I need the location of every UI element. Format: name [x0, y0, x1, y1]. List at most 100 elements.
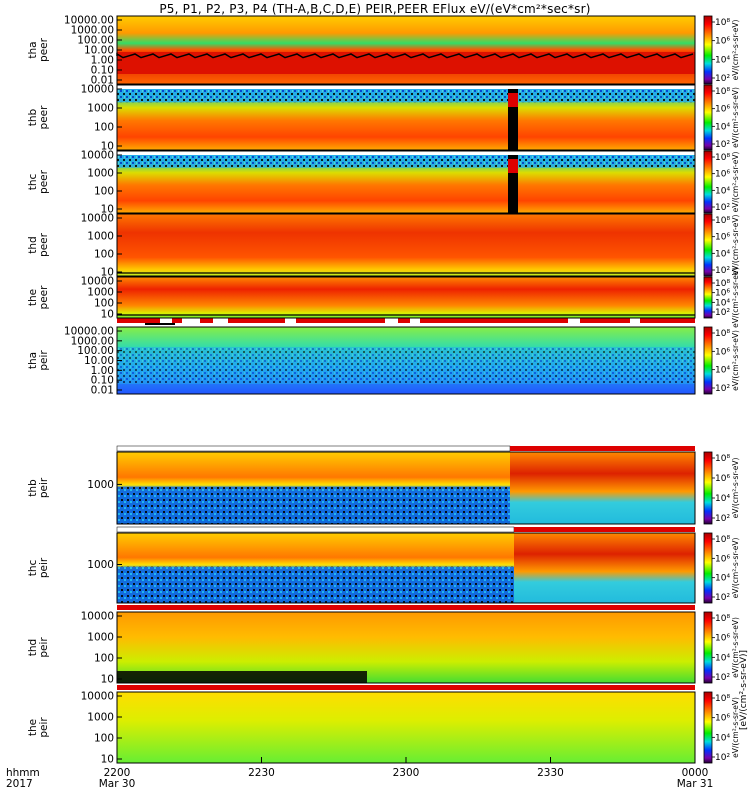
colorbar-tick-label: 10²	[715, 514, 730, 524]
dense-plasma-region	[514, 533, 695, 603]
colorbar-gradient	[703, 611, 713, 684]
x-tick-label: 2230	[248, 767, 275, 779]
colorbar-tick-label: 10⁸	[715, 454, 730, 464]
y-tick-label: 10000	[81, 150, 114, 162]
colorbar-tick-label: 10⁸	[715, 18, 730, 28]
panel-thb-peir: 1000 thbpeir	[27, 445, 696, 525]
mode-segment	[420, 318, 568, 323]
potential-line	[116, 52, 694, 59]
colorbar-tick-label: 10⁴	[715, 186, 730, 196]
colorbar-gradient	[703, 276, 713, 319]
y-tick-label: 0.01	[91, 385, 114, 397]
y-tick-label: 100	[94, 186, 114, 198]
colorbar-unit-label: eV/(cm²-s-sr-eV)	[731, 458, 740, 519]
mode-segment	[398, 318, 410, 323]
mode-segment	[117, 318, 160, 323]
mode-segment	[228, 318, 285, 323]
colorbar-tick-label: 10⁴	[715, 298, 730, 308]
y-tick-label: 0.10	[91, 375, 114, 387]
x-tick-label: 0000	[682, 767, 709, 779]
y-tick-label: 1000	[87, 103, 114, 115]
y-tick-label: 1000	[87, 479, 114, 491]
y-tick-label: 1.00	[91, 55, 114, 67]
colorbar-unit-label: eV/(cm²-s-sr-eV)	[731, 20, 740, 81]
colorbar-tick-label: 10²	[715, 384, 730, 394]
x-tick-label: 2300	[393, 767, 420, 779]
colorbar-tick-label: 10⁶	[715, 714, 730, 724]
y-axis-label: thapeir	[27, 350, 50, 371]
panel-frame	[116, 84, 696, 151]
y-tick-label: 10	[101, 267, 114, 279]
noise-band	[117, 486, 510, 524]
mode-bar-red	[117, 685, 695, 690]
y-tick-label: 10000.00	[64, 15, 114, 27]
y-tick-label: 100.00	[77, 35, 114, 47]
low-energy-dropouts	[117, 671, 367, 683]
colorbar-tick-label: 10⁸	[715, 279, 730, 289]
y-tick-label: 100	[94, 733, 114, 745]
mode-bar-red	[117, 605, 695, 610]
top-gap	[117, 85, 695, 89]
colorbar-unit-label: eV/(cm²-s-sr-eV)	[731, 87, 740, 148]
noise-band	[117, 88, 695, 103]
y-axis-label: thapeer	[27, 37, 50, 62]
y-tick-label: 1000	[87, 287, 114, 299]
panel-frame	[116, 451, 696, 525]
data-gap	[508, 151, 518, 213]
colorbar-label: [eV/(cm²-s-sr-eV)]	[739, 650, 749, 730]
mode-segment	[296, 318, 385, 323]
y-tick-label: 10.00	[84, 355, 114, 367]
colorbar-gradient	[703, 691, 713, 764]
y-tick-label: 1000	[87, 712, 114, 724]
colorbar-gradient	[703, 15, 713, 85]
colorbar-tick-label: 10⁴	[715, 733, 730, 743]
heatmap-band	[117, 692, 695, 763]
y-axis-label: thepeir	[27, 717, 50, 738]
colorbar-tick-label: 10⁶	[715, 289, 730, 299]
heatmap-band	[117, 214, 695, 276]
panels-layer: 10000.001000.00100.0010.001.000.100.01th…	[27, 15, 696, 766]
colorbar-gradient	[703, 326, 713, 395]
x-tick-label: 2330	[537, 767, 564, 779]
x-axis-label-hhmm: hhmm	[6, 767, 40, 779]
y-axis-label: thcpeer	[27, 169, 50, 194]
y-tick-label: 100	[94, 122, 114, 134]
y-tick-label: 10	[101, 204, 114, 216]
y-tick-label: 100.00	[77, 345, 114, 357]
panel-thb-peer: 10000 1000 100 10 thbpeer	[27, 84, 696, 153]
top-gap	[117, 151, 695, 155]
y-tick-label: 10000.00	[64, 326, 114, 338]
panel-thc-peer: 10000 1000 100 10 thcpeer	[27, 150, 696, 216]
colorbar-tick-label: 10²	[715, 593, 730, 603]
y-tick-label: 10.00	[84, 45, 114, 57]
colorbar-tick-label: 10²	[715, 308, 730, 318]
mode-segment	[580, 318, 630, 323]
panel-frame	[116, 213, 696, 277]
colorbar-unit-label: eV/(cm²-s-sr-eV)	[731, 152, 740, 213]
colorbar-tick-label: 10⁸	[715, 216, 730, 226]
mode-bar-white	[116, 445, 511, 452]
y-axis-label: thdpeir	[27, 637, 50, 658]
colorbar-tick-label: 10⁸	[715, 535, 730, 545]
panel-frame	[116, 150, 696, 214]
y-tick-label: 1000.00	[71, 25, 114, 37]
colorbar-tick-label: 10⁴	[715, 366, 730, 376]
colorbar-tick-label: 10⁶	[715, 474, 730, 484]
colorbar-unit-label: eV/(cm²-s-sr-eV)	[731, 215, 740, 276]
colorbar-tick-label: 10²	[715, 203, 730, 213]
y-axis-label: thepeer	[27, 285, 50, 310]
colorbar-tick-label: 10²	[715, 74, 730, 84]
x-tick-date-label: Mar 31	[677, 778, 714, 790]
y-tick-label: 1000	[87, 632, 114, 644]
y-tick-label: 0.01	[91, 75, 114, 87]
y-tick-label: 1000.00	[71, 335, 114, 347]
y-tick-label: 1000	[87, 559, 114, 571]
